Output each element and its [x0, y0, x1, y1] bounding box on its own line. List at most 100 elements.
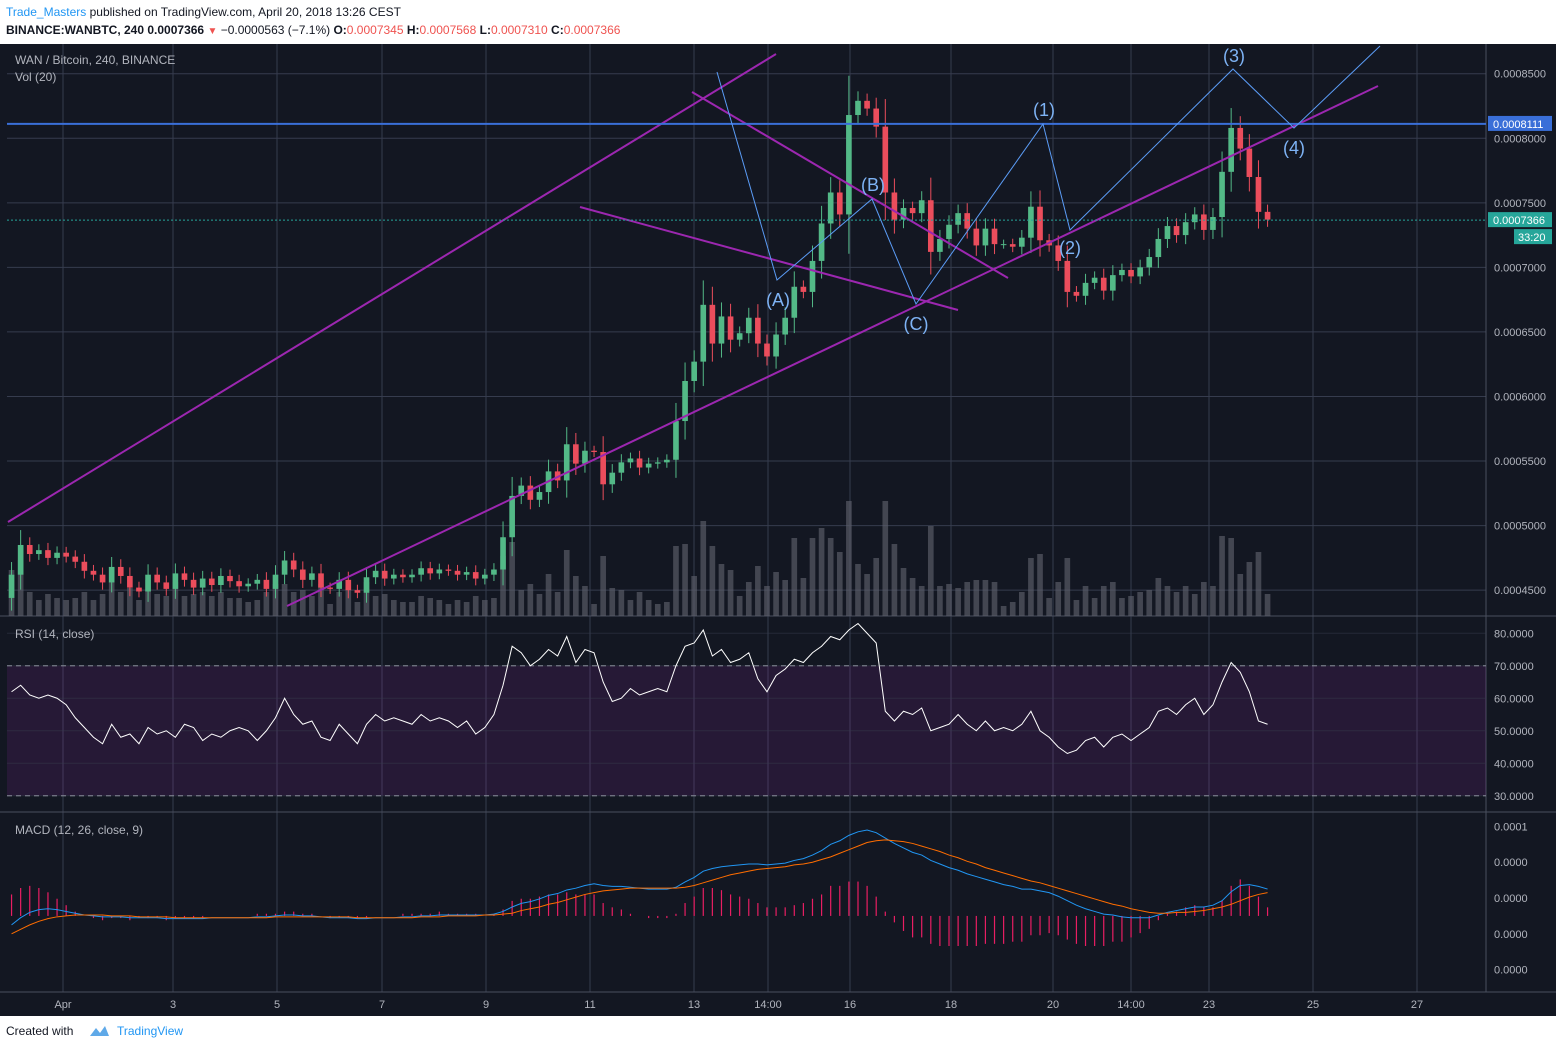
candle-body — [336, 579, 343, 589]
candle-body — [236, 581, 242, 587]
candle-body — [1000, 244, 1007, 246]
volume-bar — [463, 602, 470, 616]
volume-bar — [436, 600, 443, 616]
candle-body — [1055, 245, 1062, 261]
volume-bar — [882, 501, 889, 616]
main-pane-title: WAN / Bitcoin, 240, BINANCE — [15, 53, 175, 67]
volume-bar — [254, 600, 261, 616]
open-value: 0.0007345 — [346, 23, 404, 37]
time-tick-label: 7 — [379, 999, 385, 1011]
volume-bar — [991, 582, 998, 616]
author-link[interactable]: Trade_Masters — [6, 5, 87, 19]
volume-bar — [482, 600, 488, 616]
time-tick-label: 27 — [1411, 999, 1423, 1011]
volume-bar — [136, 600, 142, 616]
volume-bar — [918, 586, 925, 616]
candle-body — [63, 552, 69, 557]
candle-body — [1228, 127, 1234, 172]
volume-bar — [955, 588, 961, 616]
wave-label: (B) — [861, 175, 885, 195]
candle-body — [1064, 260, 1071, 292]
volume-bar — [773, 572, 779, 616]
candle-body — [1110, 275, 1116, 291]
volume-bars — [8, 501, 1271, 616]
volume-bar — [1019, 592, 1025, 616]
open-label: O: — [333, 23, 347, 37]
tradingview-logo-icon — [90, 1026, 109, 1036]
volume-bar — [609, 588, 616, 616]
price-tick-label: 0.0005000 — [1494, 521, 1546, 533]
volume-bar — [682, 544, 688, 616]
time-tick-label: 9 — [483, 999, 489, 1011]
volume-bar — [90, 600, 97, 616]
close-value: 0.0007366 — [563, 23, 621, 37]
wave-label: (A) — [766, 290, 790, 310]
low-label: L: — [479, 23, 491, 37]
candle-body — [582, 450, 588, 464]
volume-bar — [390, 600, 397, 616]
tradingview-link[interactable]: TradingView — [117, 1024, 184, 1038]
candle-body — [718, 316, 725, 344]
candle-body — [418, 568, 424, 575]
volume-bar — [26, 592, 33, 616]
candle-body — [527, 485, 534, 500]
candle-body — [700, 304, 707, 362]
volume-bar — [873, 558, 880, 616]
volume-bar — [272, 584, 279, 616]
time-tick-label: 25 — [1307, 999, 1319, 1011]
candle-body — [645, 463, 652, 468]
candle-body — [800, 286, 807, 292]
volume-bar — [673, 546, 679, 616]
candle-body — [1073, 291, 1080, 296]
candle-body — [136, 587, 142, 592]
macd-tick-label: 0.0001 — [1494, 821, 1528, 833]
volume-bar — [72, 598, 79, 616]
candle-body — [190, 579, 197, 588]
candle-body — [218, 575, 224, 586]
candle-body — [163, 582, 170, 589]
last-price-label: 0.0007366 — [1493, 215, 1545, 227]
volume-bar — [227, 598, 233, 616]
candle-body — [882, 126, 889, 193]
price-tick-label: 0.0004500 — [1494, 585, 1546, 597]
candle-body — [982, 228, 989, 246]
candle-body — [773, 334, 779, 357]
candle-body — [1173, 226, 1180, 236]
volume-bar — [190, 594, 197, 616]
candle-body — [927, 200, 934, 252]
candle-body — [36, 550, 42, 555]
volume-bar — [973, 580, 980, 616]
candle-body — [1201, 214, 1207, 230]
volume-bar — [108, 582, 115, 616]
chart-canvas[interactable]: (A) (B) (C) (1) (2) (3) (4) 0.0008500 0.0008000… — [0, 44, 1556, 1016]
volume-title: Vol (20) — [15, 70, 56, 84]
footer: Created with TradingView — [0, 1016, 1556, 1049]
candle-body — [509, 495, 515, 538]
volume-bar — [982, 580, 989, 616]
high-label: H: — [406, 23, 420, 37]
volume-bar — [500, 556, 506, 616]
volume-bar — [208, 596, 215, 616]
candle-body — [1164, 226, 1171, 239]
volume-bar — [245, 602, 252, 616]
candle-body — [1191, 214, 1198, 223]
candle-body — [745, 317, 752, 334]
volume-bar — [1210, 586, 1216, 616]
volume-bar — [1246, 562, 1253, 616]
candle-body — [709, 304, 716, 344]
candle-body — [755, 317, 761, 344]
volume-bar — [727, 570, 734, 616]
created-with: Created with — [6, 1024, 74, 1038]
publish-line: Trade_Masters published on TradingView.c… — [6, 5, 401, 19]
volume-bar — [1009, 602, 1016, 616]
volume-bar — [309, 596, 315, 616]
candle-body — [727, 316, 734, 340]
volume-bar — [327, 604, 333, 616]
candle-body — [1100, 277, 1107, 291]
macd-pane — [10, 829, 1269, 946]
candle-body — [436, 569, 443, 574]
candle-body — [491, 569, 497, 575]
volume-bar — [1091, 598, 1098, 616]
volume-bar — [199, 592, 206, 616]
candle-body — [563, 444, 570, 481]
